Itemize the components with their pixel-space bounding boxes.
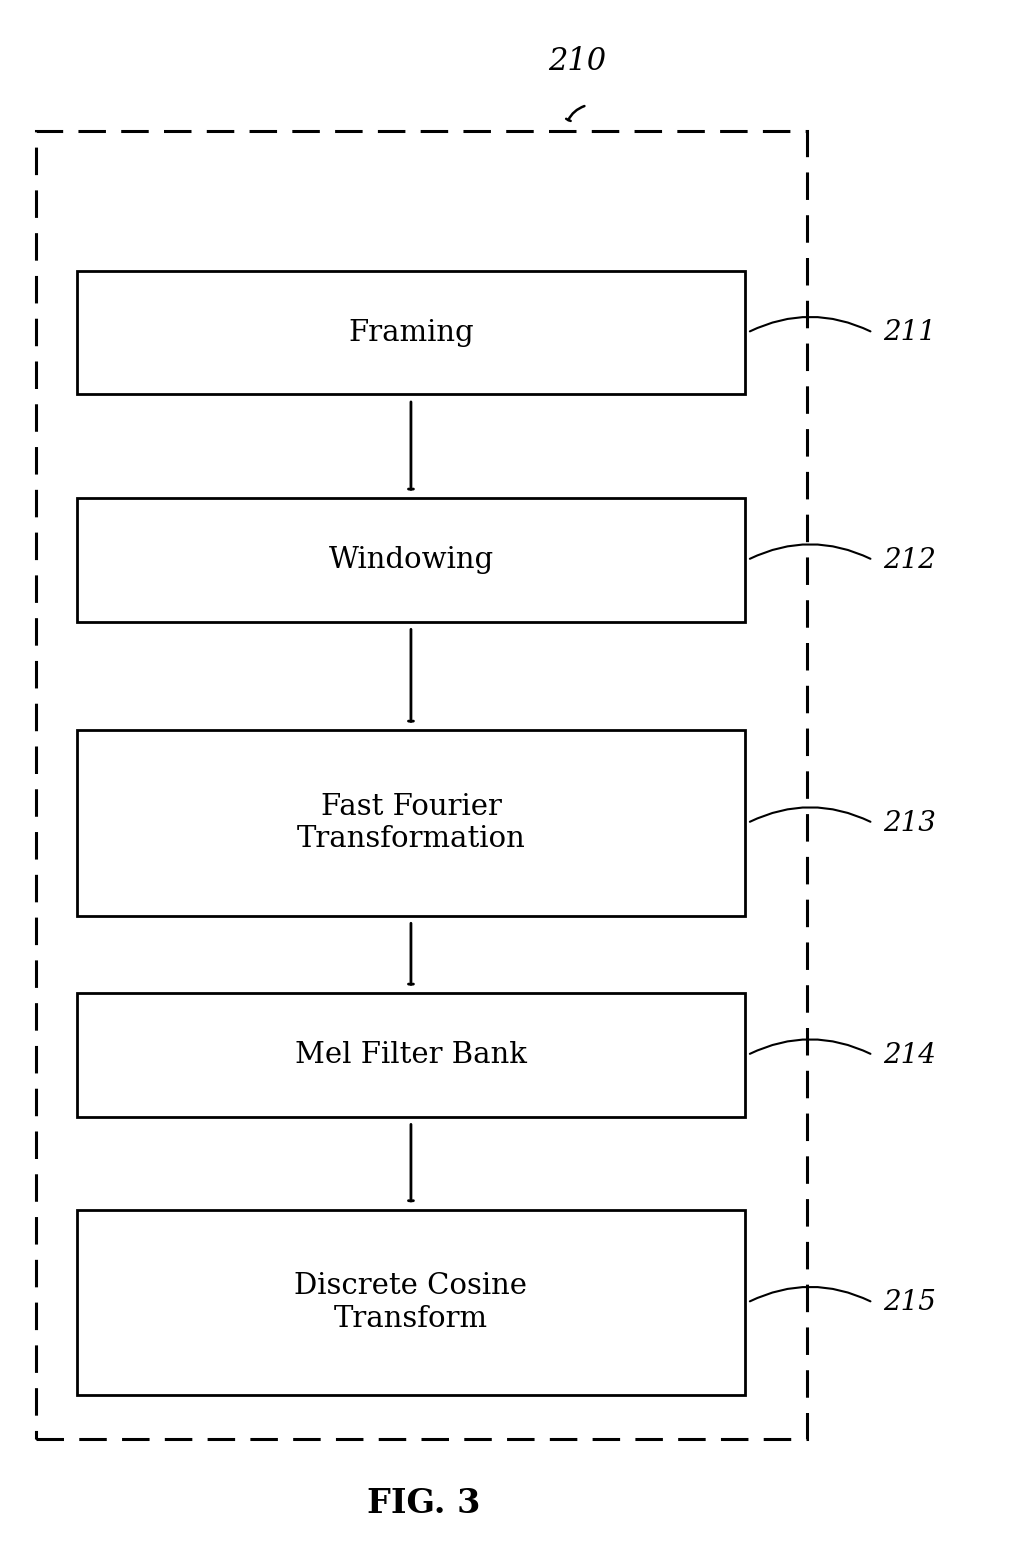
Text: Framing: Framing [348,319,474,347]
Text: 215: 215 [883,1289,936,1316]
Text: 211: 211 [883,319,936,347]
Text: Windowing: Windowing [329,546,493,574]
Text: Fast Fourier
Transformation: Fast Fourier Transformation [296,792,526,854]
FancyBboxPatch shape [77,271,745,394]
FancyBboxPatch shape [77,993,745,1117]
Text: Mel Filter Bank: Mel Filter Bank [295,1041,527,1069]
Text: 210: 210 [548,46,605,77]
Text: FIG. 3: FIG. 3 [367,1487,481,1521]
FancyBboxPatch shape [77,498,745,622]
Text: 212: 212 [883,546,936,574]
FancyBboxPatch shape [77,1210,745,1395]
Text: Discrete Cosine
Transform: Discrete Cosine Transform [294,1272,528,1334]
Text: 214: 214 [883,1041,936,1069]
FancyBboxPatch shape [77,730,745,916]
Text: 213: 213 [883,809,936,837]
